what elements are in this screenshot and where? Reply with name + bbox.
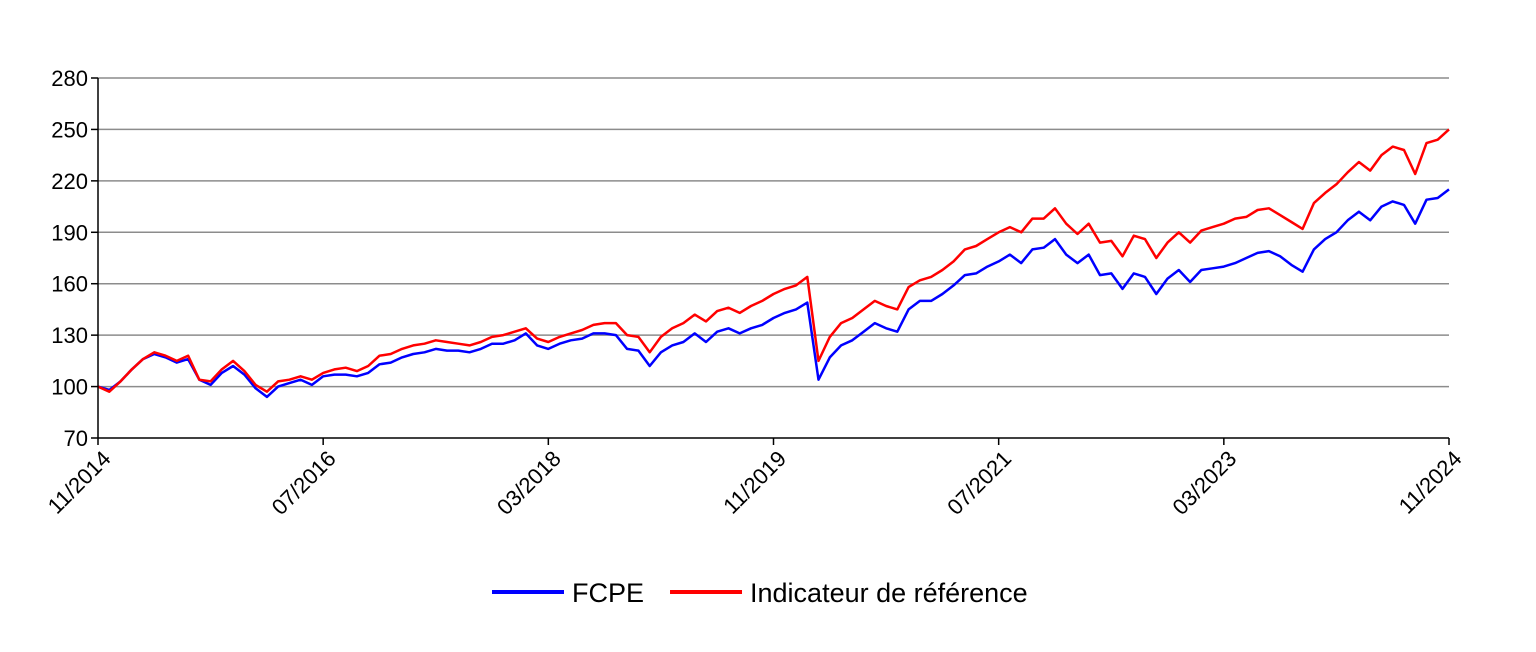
x-tick-label: 11/2014 (43, 446, 116, 519)
x-tick-label: 07/2016 (267, 446, 341, 520)
x-tick-label: 11/2024 (1394, 446, 1467, 519)
y-tick-label: 220 (51, 169, 88, 194)
x-tick-label: 03/2023 (1167, 446, 1241, 520)
y-tick-label: 280 (51, 66, 88, 91)
x-tick-label: 07/2021 (942, 446, 1016, 520)
x-tick-label: 11/2019 (718, 446, 791, 519)
axes (91, 77, 1450, 445)
y-tick-label: 190 (51, 220, 88, 245)
y-tick-label: 130 (51, 323, 88, 348)
x-tick-labels: 11/2014 07/2016 03/2018 11/2019 07/2021 03/20… (43, 446, 1467, 520)
gridlines (98, 77, 1449, 388)
legend: FCPE Indicateur de référence (492, 578, 1028, 608)
x-tick-label: 03/2018 (492, 446, 566, 520)
legend-label-0: FCPE (572, 578, 644, 608)
y-tick-label: 100 (51, 375, 88, 400)
series-lines (97, 128, 1450, 399)
legend-label-1: Indicateur de référence (750, 578, 1028, 608)
y-tick-label: 250 (51, 117, 88, 142)
y-tick-label: 160 (51, 272, 88, 297)
y-tick-label: 70 (64, 426, 88, 451)
series-line-1 (97, 128, 1450, 393)
series-line-0 (97, 188, 1450, 399)
y-tick-labels: 70 100 130 160 190 220 250 280 (51, 66, 88, 451)
